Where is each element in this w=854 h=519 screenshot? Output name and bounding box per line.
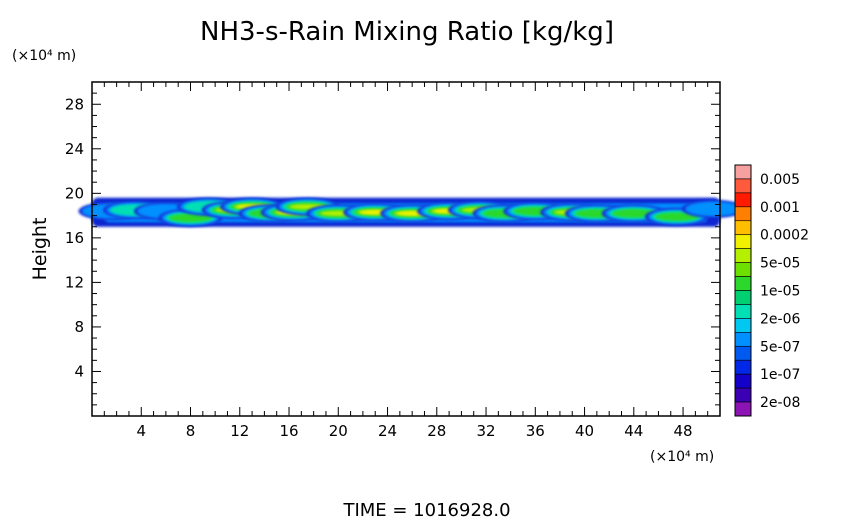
- cloud-cell: [168, 213, 213, 223]
- y-tick-label: 12: [65, 273, 84, 291]
- colorbar-label: 5e-05: [760, 256, 800, 272]
- x-tick-label: 20: [329, 422, 348, 440]
- y-tick-label: 4: [74, 362, 84, 380]
- y-tick-label: 28: [65, 95, 84, 113]
- y-tick-label: 20: [65, 184, 84, 202]
- colorbar-label: 0.001: [760, 200, 800, 216]
- colorbar-label: 2e-08: [760, 395, 800, 411]
- x-tick-label: 24: [378, 422, 397, 440]
- x-tick-label: 16: [279, 422, 298, 440]
- x-tick-label: 4: [136, 422, 146, 440]
- cloud-cell: [655, 212, 699, 221]
- x-tick-label: 44: [624, 422, 643, 440]
- colorbar-segment: [734, 220, 752, 236]
- x-tick-label: 40: [575, 422, 594, 440]
- colorbar-segment: [734, 318, 752, 333]
- colorbar-segment: [734, 373, 752, 389]
- colorbar-segment: [734, 387, 752, 403]
- x-tick-label: 28: [427, 422, 446, 440]
- colorbar-label: 1e-07: [760, 367, 800, 383]
- cloud-cell: [612, 209, 656, 218]
- colorbar-segment: [734, 192, 752, 208]
- colorbar-frame: [734, 164, 752, 417]
- colorbar-segment: [734, 276, 752, 291]
- y-unit-label: (×10⁴ m): [12, 48, 76, 64]
- colorbar-segment: [734, 290, 752, 305]
- colorbar-segment: [734, 345, 752, 361]
- y-tick-label: 16: [65, 229, 84, 247]
- cloud-cell: [685, 201, 743, 217]
- x-tick-label: 12: [230, 422, 249, 440]
- x-tick-label: 36: [526, 422, 545, 440]
- cloud-band: [78, 197, 746, 227]
- y-axis-label: Height: [29, 218, 51, 281]
- y-tick-label: 8: [74, 318, 84, 336]
- colorbar-label: 2e-06: [760, 311, 800, 327]
- x-tick-label: 48: [674, 422, 693, 440]
- y-tick-label: 24: [65, 140, 84, 158]
- colorbar-label: 1e-05: [760, 284, 800, 300]
- colorbar-segment: [734, 332, 752, 347]
- colorbar-label: 5e-07: [760, 339, 800, 355]
- x-tick-label: 8: [186, 422, 196, 440]
- colorbar-segment: [734, 401, 752, 417]
- colorbar-segment: [734, 164, 752, 180]
- colorbar-segment: [734, 248, 752, 263]
- colorbar-segment: [734, 304, 752, 319]
- x-tick-label: 32: [476, 422, 495, 440]
- colorbar-label: 0.0002: [760, 228, 809, 244]
- chart-title: NH3-s-Rain Mixing Ratio [kg/kg]: [200, 17, 614, 47]
- plot-frame: [91, 81, 721, 417]
- colorbar-segment: [734, 262, 752, 277]
- colorbar: 0.005 0.001 0.0002 5e-05 1e-05 2e-06 5e-07 1e-0…: [734, 164, 809, 417]
- time-footer: TIME = 1016928.0: [342, 500, 510, 519]
- colorbar-segment: [734, 234, 752, 249]
- x-unit-label: (×10⁴ m): [650, 449, 714, 465]
- colorbar-segment: [734, 178, 752, 194]
- colorbar-segment: [734, 359, 752, 375]
- colorbar-label: 0.005: [760, 172, 800, 188]
- colorbar-segment: [734, 206, 752, 222]
